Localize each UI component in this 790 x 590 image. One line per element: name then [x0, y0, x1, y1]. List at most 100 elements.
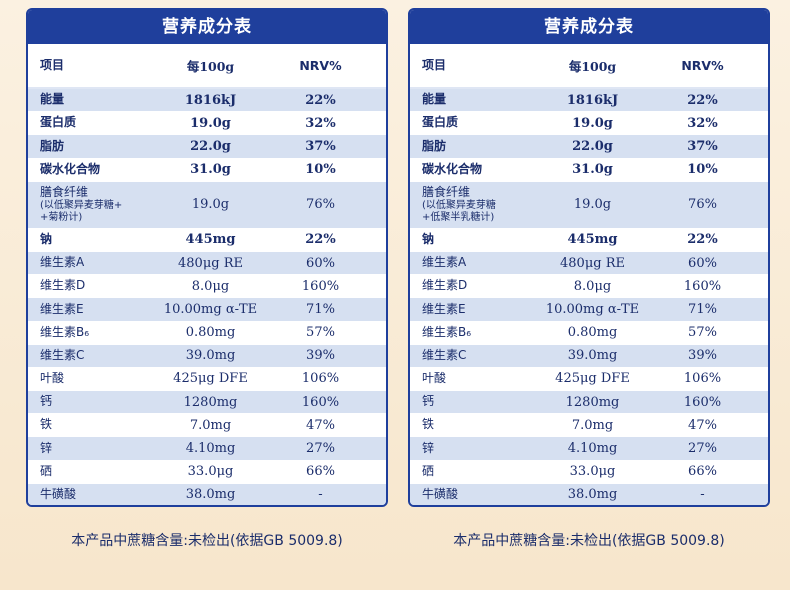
nutrient-nrv: 57% — [688, 325, 717, 341]
nutrient-nrv: 37% — [687, 138, 718, 154]
table-row: 叶酸 425μg DFE 106% — [28, 367, 386, 392]
nutrient-value: 19.0g — [190, 115, 231, 131]
panel-title: 营养成分表 — [28, 10, 386, 44]
nutrient-label: 膳食纤维 — [40, 185, 89, 200]
nutrient-nrv: 32% — [305, 115, 336, 131]
nutrient-name: 维生素E — [410, 302, 530, 317]
nutrient-label: 硒 — [422, 463, 435, 478]
nutrient-label: 碳水化合物 — [422, 161, 483, 176]
nutrient-label: 牛磺酸 — [40, 487, 77, 501]
nutrient-label: 维生素D — [40, 278, 86, 293]
nutrient-name: 维生素B₆ — [28, 325, 148, 340]
nutrient-name: 维生素C — [410, 347, 530, 363]
nutrient-label: 牛磺酸 — [422, 487, 459, 501]
nutrient-nrv: 10% — [305, 162, 336, 178]
nutrient-value: 19.0g — [191, 197, 230, 213]
nutrient-label: 维生素C — [422, 347, 467, 362]
header-nrv: NRV% — [299, 58, 342, 73]
table-row: 钙 1280mg 160% — [410, 391, 768, 415]
nutrient-nrv: 106% — [301, 371, 340, 387]
nutrient-name: 膳食纤维 (以低聚异麦芽糖 +低聚半乳糖计) — [410, 185, 530, 223]
nutrient-nrv: 66% — [688, 464, 717, 480]
nutrient-nrv: - — [700, 487, 705, 503]
table-row: 碳水化合物 31.0g 10% — [410, 158, 768, 182]
nutrient-label: 锌 — [422, 440, 435, 455]
table-row: 维生素C 39.0mg 39% — [28, 344, 386, 368]
nutrient-label: 能量 — [422, 92, 447, 107]
nutrient-label: 维生素C — [40, 347, 85, 362]
nutrient-note-line1: (以低聚异麦芽糖 — [422, 200, 496, 212]
table-row: 维生素B₆ 0.80mg 57% — [410, 321, 768, 345]
nutrient-label: 蛋白质 — [422, 115, 459, 130]
nutrient-nrv: 160% — [683, 278, 722, 294]
nutrient-label: 维生素A — [422, 255, 467, 270]
nutrient-nrv: 39% — [688, 348, 717, 364]
nutrient-nrv: 27% — [306, 441, 335, 457]
nutrient-note-line1: (以低聚异麦芽糖+ — [40, 200, 123, 212]
nutrient-label: 锌 — [40, 440, 53, 455]
nutrient-nrv: 22% — [687, 92, 718, 108]
nutrient-nrv: 10% — [687, 162, 718, 178]
nutrient-value: 445mg — [567, 232, 618, 248]
nutrient-label: 脂肪 — [40, 138, 65, 153]
nutrient-label: 叶酸 — [40, 371, 65, 386]
nutrient-label: 叶酸 — [422, 371, 447, 386]
nutrient-name: 锌 — [28, 440, 148, 456]
nutrient-name: 维生素C — [28, 347, 148, 363]
nutrient-value: 0.80mg — [567, 325, 618, 341]
table-row: 硒 33.0μg 66% — [410, 460, 768, 484]
nutrient-nrv: 160% — [301, 394, 340, 410]
nutrition-panel-left: 营养成分表 项目 每100g NRV% 能量 1816kJ 22% 蛋白质 19.0g 3… — [26, 8, 388, 507]
nutrient-value: 425μg DFE — [555, 371, 630, 387]
nutrient-name: 蛋白质 — [410, 115, 530, 130]
nutrient-note-line2: +低聚半乳糖计) — [422, 211, 495, 223]
table-header-row: 项目 每100g NRV% — [410, 44, 768, 89]
nutrient-nrv: 76% — [688, 197, 717, 213]
nutrient-label: 维生素E — [40, 301, 84, 316]
nutrient-label: 维生素B₆ — [422, 324, 472, 339]
nutrient-nrv: 22% — [687, 232, 718, 248]
nutrient-value: 33.0μg — [187, 464, 234, 480]
nutrient-label: 铁 — [422, 417, 435, 432]
nutrient-label: 脂肪 — [422, 138, 447, 153]
table-body: 能量 1816kJ 22% 蛋白质 19.0g 32% 脂肪 22.0g 37% 碳水化合物 31.… — [410, 89, 768, 505]
nutrient-name: 碳水化合物 — [28, 162, 148, 177]
header-item: 项目 — [40, 57, 65, 72]
nutrient-name: 叶酸 — [410, 371, 530, 386]
table-row: 能量 1816kJ 22% — [28, 89, 386, 113]
nutrient-nrv: 160% — [301, 278, 340, 294]
nutrient-label: 能量 — [40, 92, 65, 107]
table-row: 铁 7.0mg 47% — [28, 414, 386, 438]
nutrient-value: 39.0mg — [185, 348, 236, 364]
table-row: 维生素D 8.0μg 160% — [28, 275, 386, 299]
nutrient-label: 钠 — [422, 231, 435, 246]
nutrient-value: 1816kJ — [184, 92, 237, 108]
nutrition-panel-right: 营养成分表 项目 每100g NRV% 能量 1816kJ 22% 蛋白质 19.0g 3… — [408, 8, 770, 507]
nutrient-value: 39.0mg — [567, 348, 618, 364]
nutrient-value: 38.0mg — [567, 487, 618, 503]
nutrient-name: 脂肪 — [28, 138, 148, 154]
nutrient-nrv: 71% — [306, 301, 335, 317]
header-per100g: 每100g — [568, 59, 617, 74]
nutrient-name: 钠 — [410, 231, 530, 247]
nutrient-label: 钙 — [422, 394, 435, 409]
nutrient-value: 10.00mg α-TE — [545, 301, 640, 317]
nutrient-label: 硒 — [40, 463, 53, 478]
header-per100g: 每100g — [186, 59, 235, 74]
nutrient-nrv: 47% — [306, 417, 335, 433]
nutrient-value: 425μg DFE — [173, 371, 248, 387]
nutrient-name: 锌 — [410, 440, 530, 456]
nutrient-value: 4.10mg — [185, 441, 236, 457]
table-row: 蛋白质 19.0g 32% — [410, 112, 768, 136]
table-row: 维生素E 10.00mg α-TE 71% — [28, 298, 386, 322]
nutrient-name: 维生素D — [28, 278, 148, 293]
table-row: 钠 445mg 22% — [28, 228, 386, 252]
nutrient-nrv: 66% — [306, 464, 335, 480]
nutrient-value: 0.80mg — [185, 325, 236, 341]
nutrient-value: 33.0μg — [569, 464, 616, 480]
nutrient-nrv: 60% — [306, 255, 335, 271]
table-row: 锌 4.10mg 27% — [28, 437, 386, 461]
nutrient-value: 1280mg — [565, 394, 620, 410]
nutrient-name: 钙 — [410, 394, 530, 409]
nutrient-name: 维生素B₆ — [410, 324, 530, 340]
